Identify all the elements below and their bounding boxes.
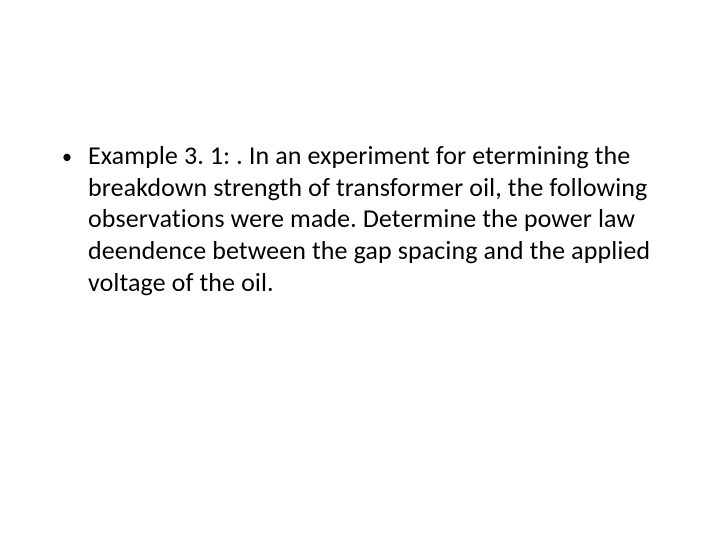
bullet-marker: • [60,140,88,174]
bullet-item: • Example 3. 1: . In an experiment for e… [60,140,660,299]
bullet-text: Example 3. 1: . In an experiment for ete… [88,140,660,299]
slide-body: • Example 3. 1: . In an experiment for e… [0,0,720,540]
